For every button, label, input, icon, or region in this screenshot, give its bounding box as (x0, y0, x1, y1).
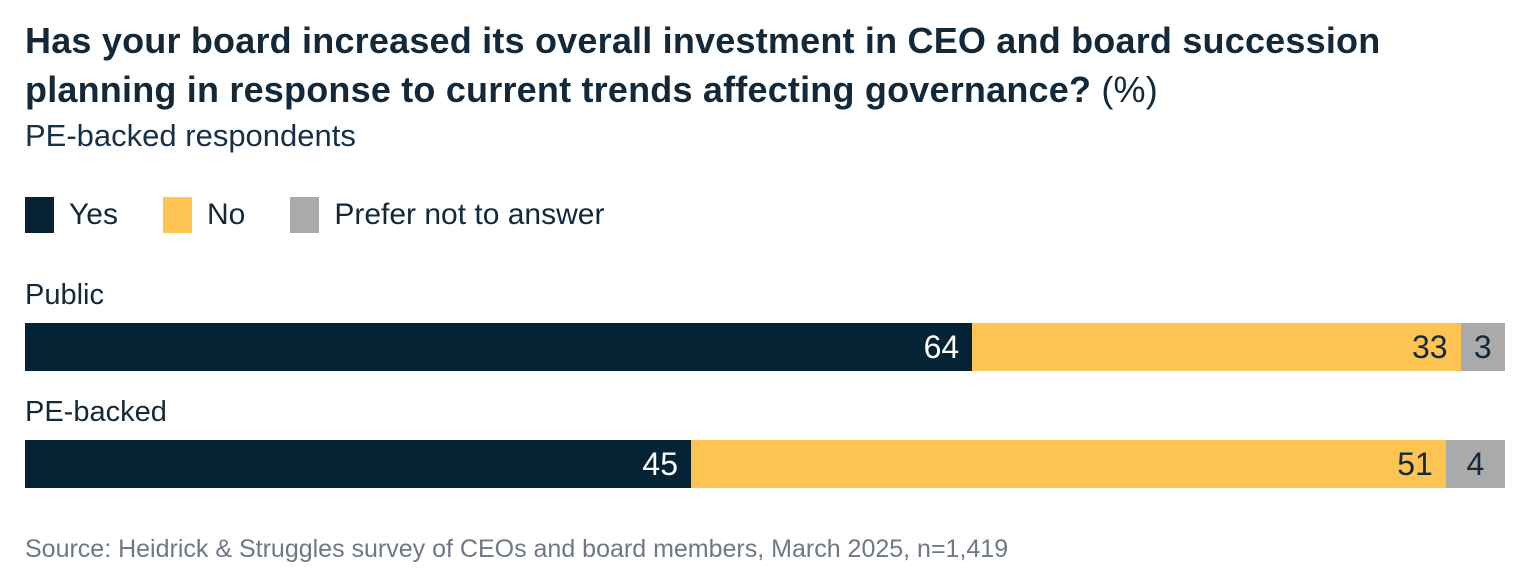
value-label-pe-backed-no: 51 (1397, 446, 1433, 482)
chart-title-text: Has your board increased its overall inv… (25, 20, 1381, 110)
legend-item-yes: Yes (25, 197, 118, 233)
category-label-public: Public (25, 279, 104, 311)
bar-segment-public-no: 33 (972, 323, 1461, 371)
bar-segment-pe-backed-prefer-not-to-answer: 4 (1445, 440, 1505, 488)
legend-label-no: No (206, 198, 246, 231)
source-note: Source: Heidrick & Struggles survey of C… (25, 535, 1009, 563)
legend-swatch-prefer-not-to-answer-icon (290, 197, 320, 233)
bar-segment-pe-backed-no: 51 (691, 440, 1446, 488)
legend-label-yes: Yes (69, 198, 118, 231)
legend-swatch-yes-icon (25, 197, 54, 233)
bar-segment-public-yes: 64 (25, 323, 973, 371)
legend-swatch-no-icon (162, 197, 192, 233)
chart-title: Has your board increased its overall inv… (25, 16, 1505, 114)
bar-row-public: Public 64 33 3 (25, 279, 1505, 371)
chart-subtitle: PE-backed respondents (25, 118, 356, 153)
bar-row-pe-backed: PE-backed 45 51 4 (25, 396, 1505, 488)
chart-title-unit: (%) (1091, 69, 1158, 110)
legend: Yes No Prefer not to answer (25, 195, 1505, 235)
value-label-pe-backed-prefer-not-to-answer: 4 (1466, 446, 1485, 482)
legend-item-no: No (162, 197, 246, 233)
bar-chart: Public 64 33 3 PE-backed 45 51 (25, 279, 1505, 488)
bar-segment-pe-backed-yes: 45 (25, 440, 691, 488)
bar-segment-public-prefer-not-to-answer: 3 (1460, 323, 1505, 371)
category-label-pe-backed: PE-backed (25, 396, 167, 428)
stacked-bar-pe-backed: 45 51 4 (25, 440, 1505, 488)
value-label-pe-backed-yes: 45 (642, 446, 678, 482)
legend-label-prefer-not-to-answer: Prefer not to answer (334, 198, 605, 231)
stacked-bar-public: 64 33 3 (25, 323, 1505, 371)
legend-item-prefer-not-to-answer: Prefer not to answer (290, 197, 604, 233)
value-label-public-prefer-not-to-answer: 3 (1473, 329, 1492, 365)
value-label-public-no: 33 (1411, 329, 1448, 365)
value-label-public-yes: 64 (923, 329, 960, 365)
